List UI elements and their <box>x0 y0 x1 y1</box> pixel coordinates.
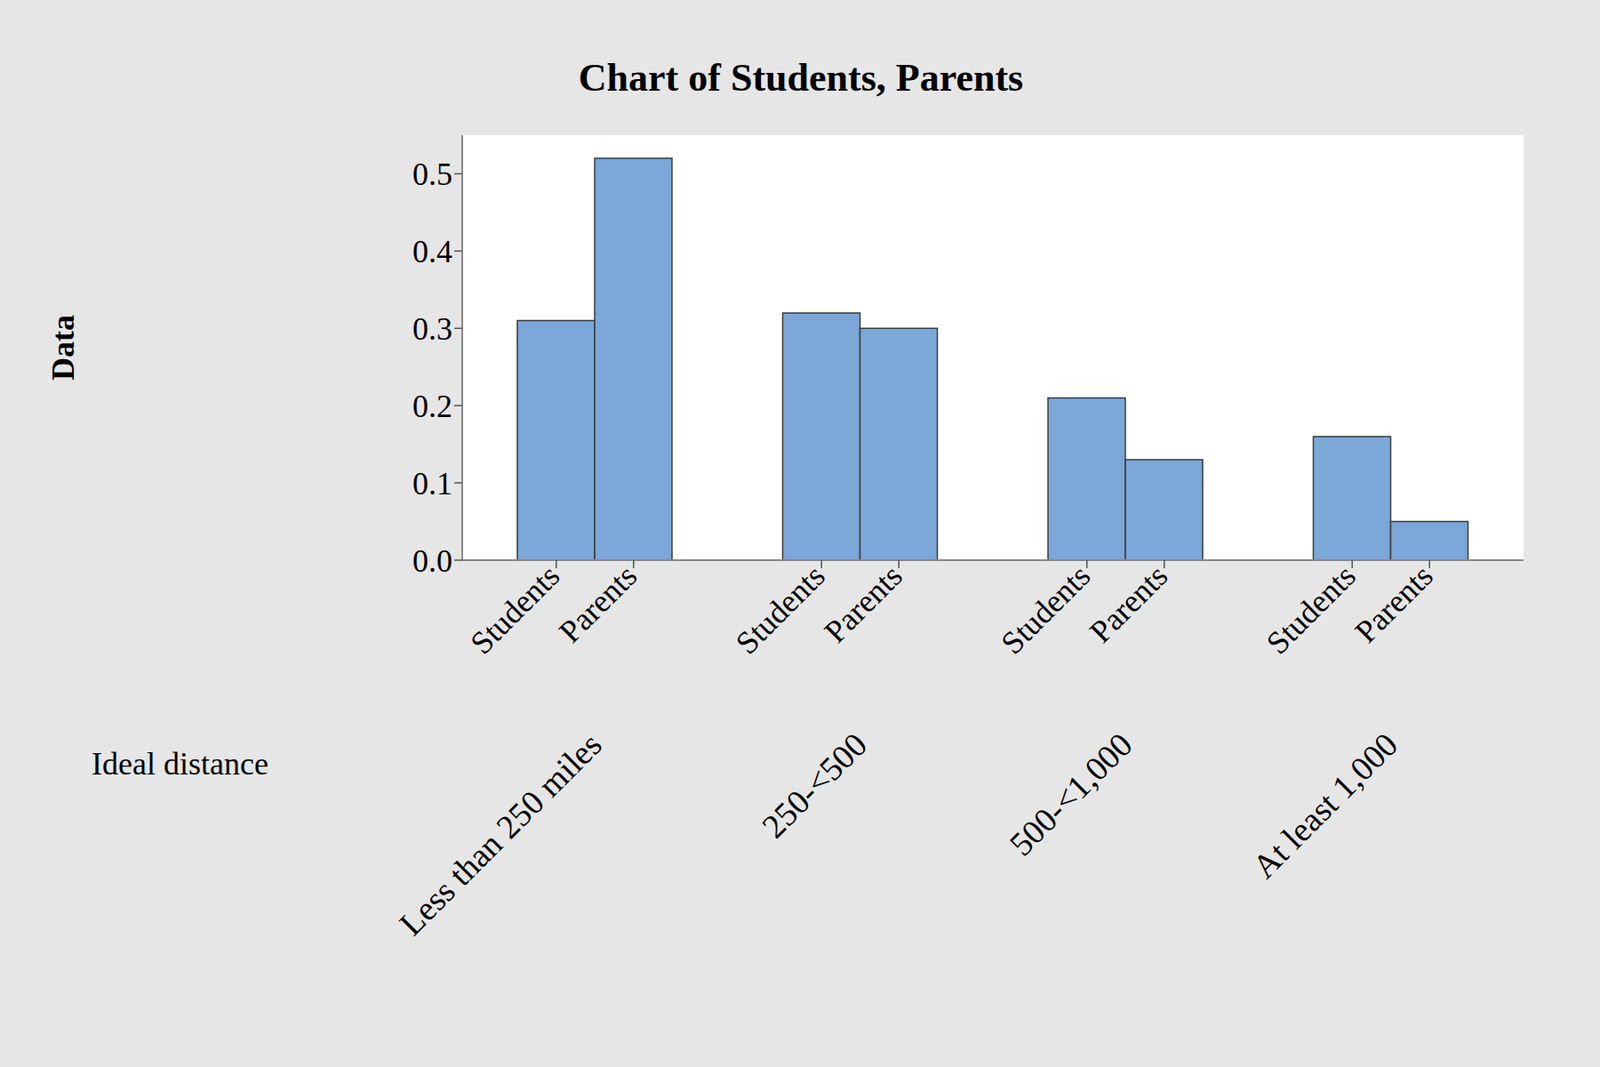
svg-text:0.2: 0.2 <box>412 388 453 424</box>
svg-text:Parents: Parents <box>817 557 910 649</box>
svg-text:0.4: 0.4 <box>412 233 453 270</box>
svg-text:Students: Students <box>728 557 832 661</box>
svg-text:0.5: 0.5 <box>412 156 453 192</box>
svg-text:Students: Students <box>463 557 567 661</box>
svg-text:Parents: Parents <box>1082 557 1175 649</box>
html-text:Data: Data <box>45 314 81 381</box>
svg-text:0.1: 0.1 <box>412 465 453 502</box>
svg-text:Parents: Parents <box>552 557 644 649</box>
svg-text:250-<500: 250-<500 <box>754 725 874 845</box>
svg-text:At least 1,000: At least 1,000 <box>1245 725 1406 886</box>
svg-text:0.3: 0.3 <box>412 311 453 347</box>
svg-text:0.0: 0.0 <box>412 543 453 579</box>
svg-text:Parents: Parents <box>1348 557 1440 649</box>
svg-text:Students: Students <box>993 557 1097 661</box>
svg-text:500-<1,000: 500-<1,000 <box>1001 725 1140 864</box>
html-text:Ideal distance: Ideal distance <box>91 745 269 782</box>
svg-text:Students: Students <box>1259 557 1363 661</box>
svg-text:Less than 250 miles: Less than 250 miles <box>392 725 609 943</box>
html-text:Chart of Students, Parents: Chart of Students, Parents <box>578 56 1024 100</box>
